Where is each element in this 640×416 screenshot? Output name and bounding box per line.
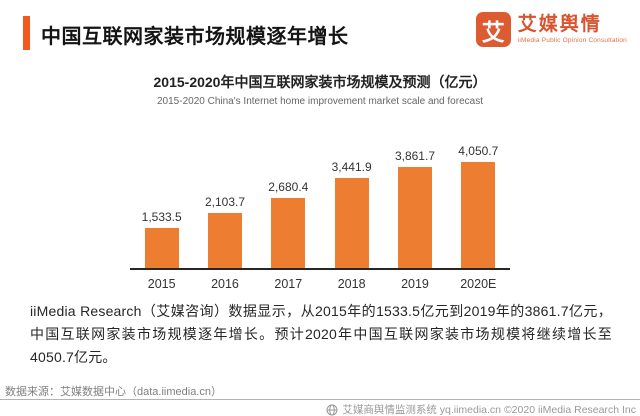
bar bbox=[271, 198, 306, 268]
bar bbox=[461, 162, 496, 268]
x-axis-label: 2017 bbox=[274, 277, 303, 291]
chart-x-axis-labels: 2015 2016 2017 2018 2019 2020E bbox=[130, 277, 510, 291]
bar-column-2015: 1,533.5 bbox=[130, 210, 193, 268]
iimedia-logo-text: 艾媒舆情 iiMedia Public Opinion Consultation bbox=[517, 13, 627, 45]
logo-name: 艾媒舆情 bbox=[517, 13, 602, 35]
chart-plot-area: 1,533.5 2,103.7 2,680.4 3,441.9 3,861.7 4,050… bbox=[130, 142, 510, 270]
page-title: 中国互联网家装市场规模逐年增长 bbox=[41, 26, 349, 48]
chart-subtitle: 2015-2020 China's Internet home improvem… bbox=[157, 96, 483, 107]
bar-value-label: 2,103.7 bbox=[204, 195, 246, 209]
x-axis-label: 2018 bbox=[337, 277, 366, 291]
globe-icon bbox=[326, 404, 338, 416]
bar-column-2020E: 4,050.7 bbox=[447, 144, 510, 268]
chart-title: 2015-2020年中国互联网家装市场规模及预测（亿元） bbox=[153, 74, 487, 90]
x-axis-label: 2020E bbox=[460, 277, 497, 291]
footer-system-note: 艾媒商舆情监测系统 yq.iimedia.cn ©2020 iiMedia Re… bbox=[326, 402, 636, 416]
logo-subtitle: iiMedia Public Opinion Consultation bbox=[517, 37, 627, 45]
iimedia-logo: 艾 艾媒舆情 iiMedia Public Opinion Consultati… bbox=[475, 12, 627, 47]
bar-value-label: 3,861.7 bbox=[394, 149, 435, 163]
bar bbox=[144, 228, 179, 268]
bar-column-2017: 2,680.4 bbox=[257, 180, 320, 268]
bar-value-label: 2,680.4 bbox=[268, 180, 309, 194]
footer-system-text: 艾媒商舆情监测系统 yq.iimedia.cn ©2020 iiMedia Re… bbox=[342, 404, 636, 416]
bar-column-2018: 3,441.9 bbox=[320, 160, 383, 268]
x-axis-label: 2019 bbox=[401, 277, 429, 291]
bar-value-label: 4,050.7 bbox=[458, 144, 499, 158]
bar-chart: 1,533.5 2,103.7 2,680.4 3,441.9 3,861.7 4,050… bbox=[130, 142, 510, 291]
bar bbox=[207, 213, 242, 268]
analysis-text: iiMedia Research（艾媒咨询）数据显示，从2015年的1533.5… bbox=[30, 303, 612, 365]
bar-column-2019: 3,861.7 bbox=[383, 149, 446, 268]
bar bbox=[334, 178, 369, 268]
bar-value-label: 3,441.9 bbox=[331, 160, 372, 174]
footer-divider bbox=[0, 399, 640, 400]
x-axis-label: 2015 bbox=[147, 277, 176, 291]
bar-column-2016: 2,103.7 bbox=[193, 195, 256, 268]
bar-value-label: 1,533.5 bbox=[141, 210, 182, 224]
data-source-note: 数据来源：艾媒数据中心（data.iimedia.cn） bbox=[5, 386, 222, 398]
iimedia-logo-icon: 艾 bbox=[475, 12, 511, 47]
x-axis-label: 2016 bbox=[211, 277, 239, 291]
bar bbox=[397, 167, 432, 268]
title-accent-bar bbox=[23, 16, 30, 50]
